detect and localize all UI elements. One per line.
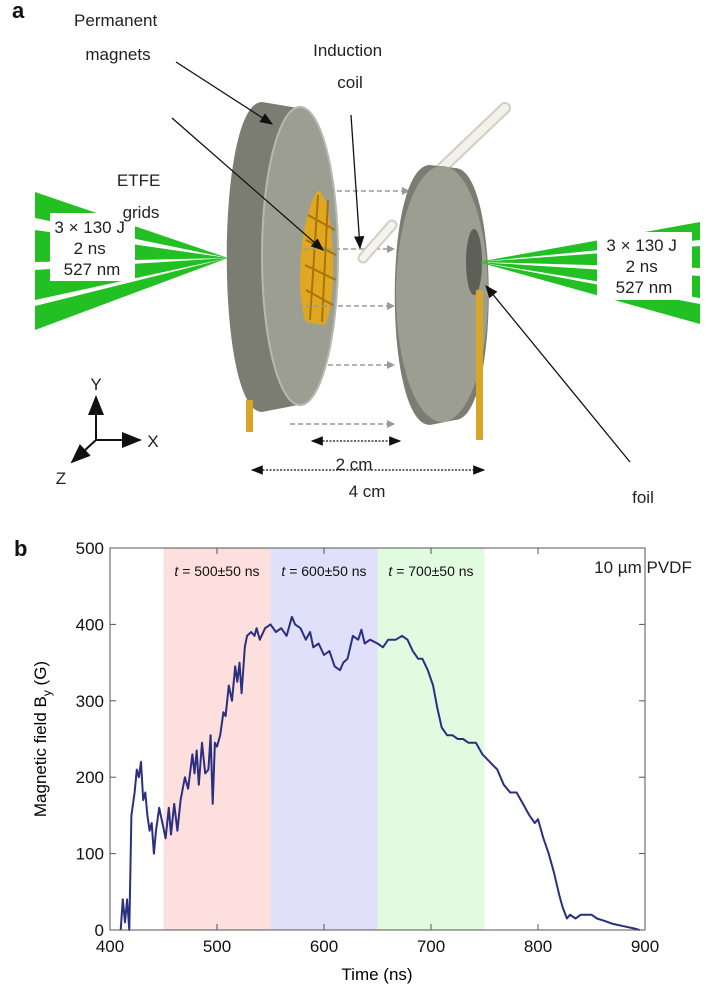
x-tick-label: 700 <box>417 937 445 956</box>
axis-ticks: 400 500 600 700 800 900 0 100 200 300 400 500 <box>76 539 660 956</box>
y-tick-label: 0 <box>95 921 104 940</box>
band-label-0: t = 500±50 ns <box>174 563 259 579</box>
axis-z-label: Z <box>56 469 66 488</box>
laser-label-left: 3 × 130 J 2 ns 527 nm <box>54 218 129 279</box>
x-tick-label: 800 <box>524 937 552 956</box>
time-band-0 <box>163 548 271 930</box>
time-band-1 <box>270 548 378 930</box>
band-label-1: t = 600±50 ns <box>281 563 366 579</box>
plot-frame <box>109 547 646 931</box>
coil-label: Induction coil <box>313 41 387 92</box>
left-permanent-magnet <box>226 102 339 412</box>
x-tick-label: 900 <box>631 937 659 956</box>
etfe-grids <box>300 190 337 325</box>
coil-callout-arrow <box>350 114 365 250</box>
y-tick-label: 300 <box>76 692 104 711</box>
coordinate-axes <box>70 395 142 464</box>
magnet-hole <box>466 229 482 295</box>
foil-label-line2: foil <box>632 488 654 507</box>
y-axis-title: Magnetic field By (G) <box>31 661 54 817</box>
laser-label-right-box <box>597 232 692 300</box>
foil-label: 10 µm PVDF <box>594 558 692 577</box>
laser-label-right: 3 × 130 J 2 ns 527 nm <box>606 236 681 297</box>
band-label-2: t = 700±50 ns <box>388 563 473 579</box>
left-support-rod <box>246 400 253 432</box>
y-tick-label: 500 <box>76 539 104 558</box>
field-arrowheads <box>387 187 410 428</box>
magnets-label: Permanent magnets <box>74 11 162 64</box>
axis-y-label: Y <box>90 375 101 394</box>
axis-x-label: X <box>147 432 158 451</box>
panel-b-chart: b t = 500±50 ns t = 600±50 ns t = 700±50 n… <box>14 536 659 984</box>
x-tick-label: 600 <box>310 937 338 956</box>
y-tick-label: 400 <box>76 615 104 634</box>
y-tick-label: 200 <box>76 768 104 787</box>
band-labels: t = 500±50 ns t = 600±50 ns t = 700±50 ns <box>174 563 473 579</box>
time-bands <box>163 548 485 930</box>
time-band-2 <box>377 548 485 930</box>
x-tick-label: 500 <box>203 937 231 956</box>
x-tick-label: 400 <box>96 937 124 956</box>
magnetic-field-series <box>119 615 640 931</box>
panel-b-label: b <box>14 536 27 561</box>
laser-label-left-box <box>50 213 135 281</box>
magnetic-field-arrows <box>288 190 405 425</box>
panel-a-label: a <box>12 0 25 23</box>
right-support-rod <box>476 290 483 440</box>
magnets-callout-arrow <box>175 61 274 125</box>
span-label: 4 cm <box>349 482 386 501</box>
right-permanent-magnet <box>394 165 489 425</box>
grids-label: ETFE grids <box>117 171 165 222</box>
panel-a-diagram: a 3 × 130 J 2 ns 527 nm <box>12 0 700 577</box>
foil-callout-arrow <box>485 284 631 463</box>
x-axis-title: Time (ns) <box>341 965 412 984</box>
grids-callout-arrow <box>171 117 324 251</box>
gap-label: 2 cm <box>336 455 373 474</box>
y-tick-label: 100 <box>76 845 104 864</box>
